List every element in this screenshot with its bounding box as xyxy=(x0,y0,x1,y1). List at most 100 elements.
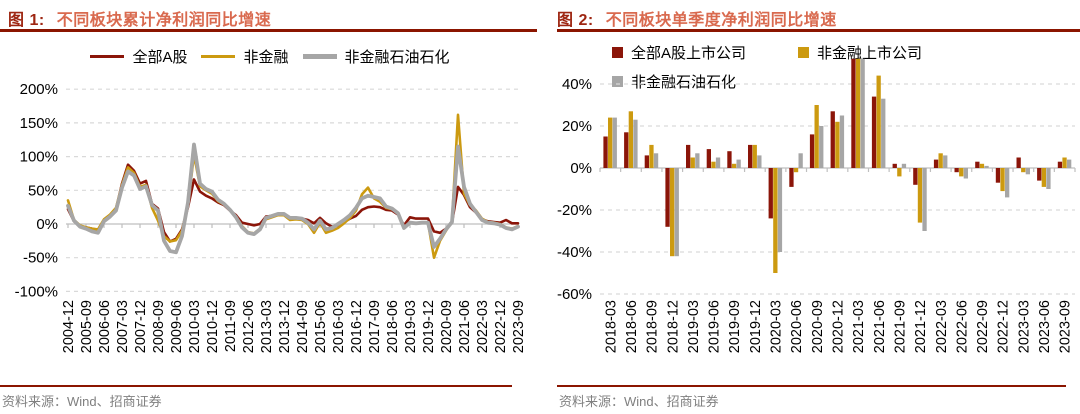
x-tick-label: 2018-06 xyxy=(624,300,640,353)
bar-series-0 xyxy=(830,111,835,168)
legend-label: 非金融石油石化 xyxy=(631,74,737,91)
figure2-panel: 图 2: 不同板块单季度净利润同比增速 全部A股上市公司 非金融上市公司 非金融石… xyxy=(540,0,1080,414)
y-tick-label: 0% xyxy=(570,160,592,177)
bar-series-0 xyxy=(933,159,939,168)
y-tick-label: -50% xyxy=(23,250,58,267)
bar-series-0 xyxy=(954,168,959,173)
legend-label: 非金融上市公司 xyxy=(817,45,923,62)
bar-series-1 xyxy=(1062,157,1067,168)
bar-series-0 xyxy=(706,149,711,168)
bar-series-0 xyxy=(768,168,773,219)
x-tick-label: 2021-06 xyxy=(872,300,888,353)
bar-series-1 xyxy=(917,168,923,223)
figure2-title-rule xyxy=(557,29,1080,32)
bar-series-2 xyxy=(922,168,927,231)
x-tick-label: 2010-12 xyxy=(205,300,221,353)
x-tick-label: 2022-03 xyxy=(934,300,950,353)
bar-series-2 xyxy=(819,126,824,168)
bar-series-1 xyxy=(938,153,943,168)
bar-series-2 xyxy=(715,157,721,168)
y-tick-label: 200% xyxy=(20,81,58,98)
bar-series-0 xyxy=(995,168,1001,183)
x-tick-label: 2014-09 xyxy=(295,300,311,353)
bar-series-2 xyxy=(736,159,741,168)
figure2-legend: 全部A股上市公司 非金融上市公司 非金融石油石化 xyxy=(612,42,922,100)
bar-series-2 xyxy=(798,153,803,168)
bar-series-1 xyxy=(876,75,881,168)
figure2-title-text: 不同板块单季度净利润同比增速 xyxy=(605,12,837,29)
x-tick-label: 2019-12 xyxy=(421,300,437,353)
bar-series-1 xyxy=(855,58,861,168)
figure2-source: 资料来源：Wind、招商证券 xyxy=(559,394,719,409)
bar-series-0 xyxy=(686,144,691,168)
x-tick-label: 2018-03 xyxy=(603,300,619,353)
y-tick-label: -40% xyxy=(557,244,592,261)
bar-series-2 xyxy=(839,115,845,168)
x-tick-label: 2020-09 xyxy=(439,300,455,353)
x-tick-label: 2017-09 xyxy=(367,300,383,353)
x-tick-label: 2013-12 xyxy=(277,300,293,353)
bar-series-0 xyxy=(809,134,815,168)
x-tick-label: 2021-03 xyxy=(851,300,867,353)
y-tick-label: 100% xyxy=(20,149,58,166)
bar-series-0 xyxy=(727,151,732,168)
x-tick-label: 2022-06 xyxy=(954,300,970,353)
x-tick-label: 2009-06 xyxy=(169,300,185,353)
x-tick-label: 2021-06 xyxy=(457,300,473,353)
figure1-title-prefix: 图 1: xyxy=(8,12,45,29)
bar-series-0 xyxy=(913,168,918,185)
bar-series-0 xyxy=(1037,168,1042,181)
x-tick-label: 2011-09 xyxy=(223,300,239,352)
bar-series-0 xyxy=(892,163,897,168)
bar-series-1 xyxy=(649,144,654,168)
x-tick-label: 2005-09 xyxy=(79,300,95,353)
bar-series-0 xyxy=(789,168,794,187)
x-tick-label: 2007-12 xyxy=(133,300,149,353)
x-tick-label: 2016-03 xyxy=(331,300,347,353)
bar-series-1 xyxy=(731,163,737,168)
x-tick-label: 2007-03 xyxy=(115,300,131,353)
figure1-source: 资料来源：Wind、招商证券 xyxy=(2,394,162,409)
x-tick-label: 2016-12 xyxy=(349,300,365,353)
bar-series-1 xyxy=(711,161,716,168)
x-tick-label: 2022-09 xyxy=(975,300,991,353)
bar-series-2 xyxy=(1046,168,1051,189)
bar-series-2 xyxy=(943,155,948,168)
legend-row-1: 全部A股上市公司 非金融上市公司 xyxy=(612,42,922,63)
figure2-title-prefix: 图 2: xyxy=(557,12,594,29)
x-tick-label: 2012-06 xyxy=(241,300,257,353)
bar-series-2 xyxy=(1067,159,1072,168)
x-tick-label: 2018-09 xyxy=(645,300,661,353)
bar-series-1 xyxy=(752,144,757,168)
x-tick-label: 2021-12 xyxy=(913,300,929,353)
bar-series-2 xyxy=(860,58,865,168)
x-tick-label: 2004-12 xyxy=(61,300,77,353)
bar-series-2 xyxy=(881,98,886,168)
bar-series-0 xyxy=(665,168,670,227)
legend-item-all-a-shares: 全部A股 xyxy=(90,46,187,67)
x-tick-label: 2018-12 xyxy=(665,300,681,353)
bar-series-1 xyxy=(959,168,964,177)
bar-series-0 xyxy=(1057,161,1063,168)
bar-series-0 xyxy=(644,155,649,168)
bar-series-2 xyxy=(901,163,907,168)
x-tick-label: 2019-03 xyxy=(403,300,419,353)
red-line-swatch xyxy=(90,54,125,59)
x-tick-label: 2021-09 xyxy=(892,300,908,353)
bar-series-1 xyxy=(1021,168,1026,173)
bar-series-1 xyxy=(608,117,613,168)
x-tick-label: 2020-03 xyxy=(769,300,785,353)
legend-item-non-financial-listed: 非金融上市公司 xyxy=(798,42,922,63)
figure1-title: 图 1: 不同板块累计净利润同比增速 xyxy=(8,6,271,30)
x-tick-label: 2020-06 xyxy=(789,300,805,353)
x-tick-label: 2020-12 xyxy=(831,300,847,353)
bar-series-0 xyxy=(975,161,980,168)
x-tick-label: 2022-12 xyxy=(493,300,509,353)
x-tick-label: 2023-09 xyxy=(1058,300,1074,353)
legend-row-2: 非金融石油石化 xyxy=(612,71,922,92)
bar-series-1 xyxy=(1041,168,1046,187)
legend-item-non-financial-ex-petro: 非金融石油石化 xyxy=(302,46,450,67)
gray-square-swatch xyxy=(612,76,623,87)
bar-series-1 xyxy=(690,157,695,168)
x-tick-label: 2008-09 xyxy=(151,300,167,353)
